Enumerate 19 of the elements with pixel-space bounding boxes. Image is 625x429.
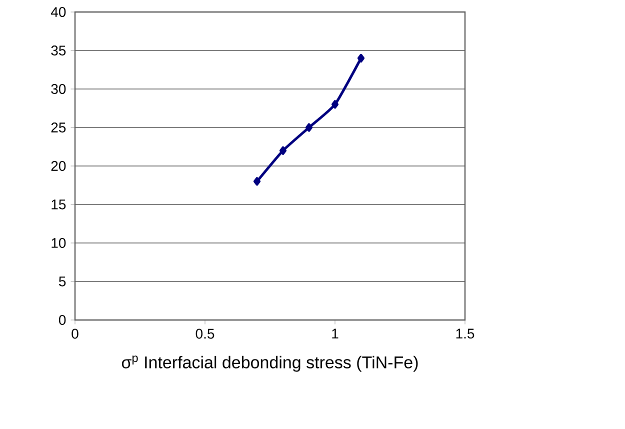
x-tick-label: 0.5	[196, 328, 214, 339]
point	[253, 177, 261, 186]
point	[305, 123, 313, 132]
point	[331, 100, 339, 109]
x-tick-label: 1	[332, 328, 338, 338]
y-tick-label: 0	[58, 315, 66, 325]
point	[279, 146, 287, 155]
y-tick-label: 30	[51, 84, 66, 94]
x-tick-label: 0	[72, 328, 78, 339]
y-tick-label: 20	[51, 161, 66, 171]
x-axis-title: σ$^{p}$ Interfacial debonding stress (TiN-Fe)	[122, 356, 418, 372]
y-tick-label: 5	[58, 276, 66, 286]
point	[357, 54, 365, 62]
y-tick-label: 35	[51, 46, 66, 56]
y-tick-label: 25	[51, 122, 66, 132]
y-tick-label: 40	[50, 7, 66, 17]
x-tick-label: 1.5	[456, 328, 474, 339]
y-tick-label: 10	[52, 238, 66, 248]
y-tick-label: 15	[52, 200, 66, 210]
